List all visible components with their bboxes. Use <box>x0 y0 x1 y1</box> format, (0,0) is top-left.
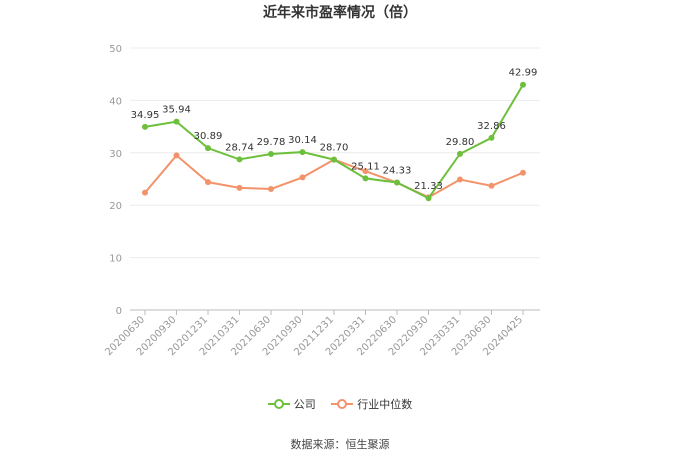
series <box>142 81 526 202</box>
data-point-company <box>520 81 526 88</box>
data-label-company: 28.74 <box>225 142 254 153</box>
data-point-company <box>173 118 180 125</box>
legend-item-company[interactable]: 公司 <box>267 396 316 412</box>
data-label-company: 29.78 <box>257 137 286 148</box>
data-point-industry-median <box>142 189 148 196</box>
data-label-company: 42.99 <box>509 68 538 79</box>
data-label-company: 25.11 <box>351 161 380 172</box>
data-label-company: 30.89 <box>194 131 223 142</box>
data-point-company <box>331 156 337 163</box>
data-point-company <box>394 179 400 186</box>
line-chart: 0102030405020200630202009302020123120210… <box>103 44 540 358</box>
data-label-company: 35.94 <box>162 105 191 116</box>
data-point-company <box>488 134 495 141</box>
legend-swatch-company <box>267 399 290 409</box>
data-label-company: 32.86 <box>477 121 506 132</box>
data-point-industry-median <box>520 169 526 176</box>
axes: 0102030405020200630202009302020123120210… <box>103 44 525 358</box>
data-point-company <box>299 149 306 156</box>
legend-label-company: 公司 <box>293 398 316 411</box>
legend: 公司 行业中位数 <box>0 396 680 412</box>
data-point-company <box>142 123 148 130</box>
data-point-company <box>268 150 274 157</box>
data-point-industry-median <box>173 152 180 159</box>
data-point-company <box>236 156 243 163</box>
data-point-industry-median <box>362 168 369 175</box>
legend-swatch-industry-median <box>331 399 354 409</box>
data-point-company <box>425 195 432 202</box>
data-point-industry-median <box>488 182 495 189</box>
data-label-company: 34.95 <box>131 110 160 121</box>
chart-title: 近年来市盈率情况（倍） <box>263 5 417 21</box>
legend-item-industry-median[interactable]: 行业中位数 <box>331 396 412 412</box>
data-point-industry-median <box>268 185 274 192</box>
data-label-company: 24.33 <box>383 166 412 177</box>
y-tick-label: 50 <box>109 44 122 55</box>
data-point-industry-median <box>205 179 211 186</box>
data-label-company: 28.70 <box>320 143 349 154</box>
y-tick-label: 20 <box>109 201 122 212</box>
grid-lines <box>130 47 540 311</box>
data-source: 数据来源：恒生聚源 <box>290 438 390 451</box>
data-label-company: 30.14 <box>288 135 317 146</box>
data-point-industry-median <box>299 174 306 181</box>
data-point-industry-median <box>457 176 463 183</box>
y-tick-label: 40 <box>109 96 122 107</box>
y-tick-label: 0 <box>116 306 122 317</box>
data-point-company <box>362 175 369 182</box>
y-tick-label: 10 <box>109 254 122 265</box>
data-label-company: 29.80 <box>446 137 475 148</box>
data-label-company: 21.33 <box>414 181 443 192</box>
y-tick-label: 30 <box>109 149 122 160</box>
data-point-company <box>205 145 211 152</box>
data-point-industry-median <box>236 184 243 191</box>
legend-label-industry-median: 行业中位数 <box>357 398 413 411</box>
data-point-company <box>457 150 463 157</box>
